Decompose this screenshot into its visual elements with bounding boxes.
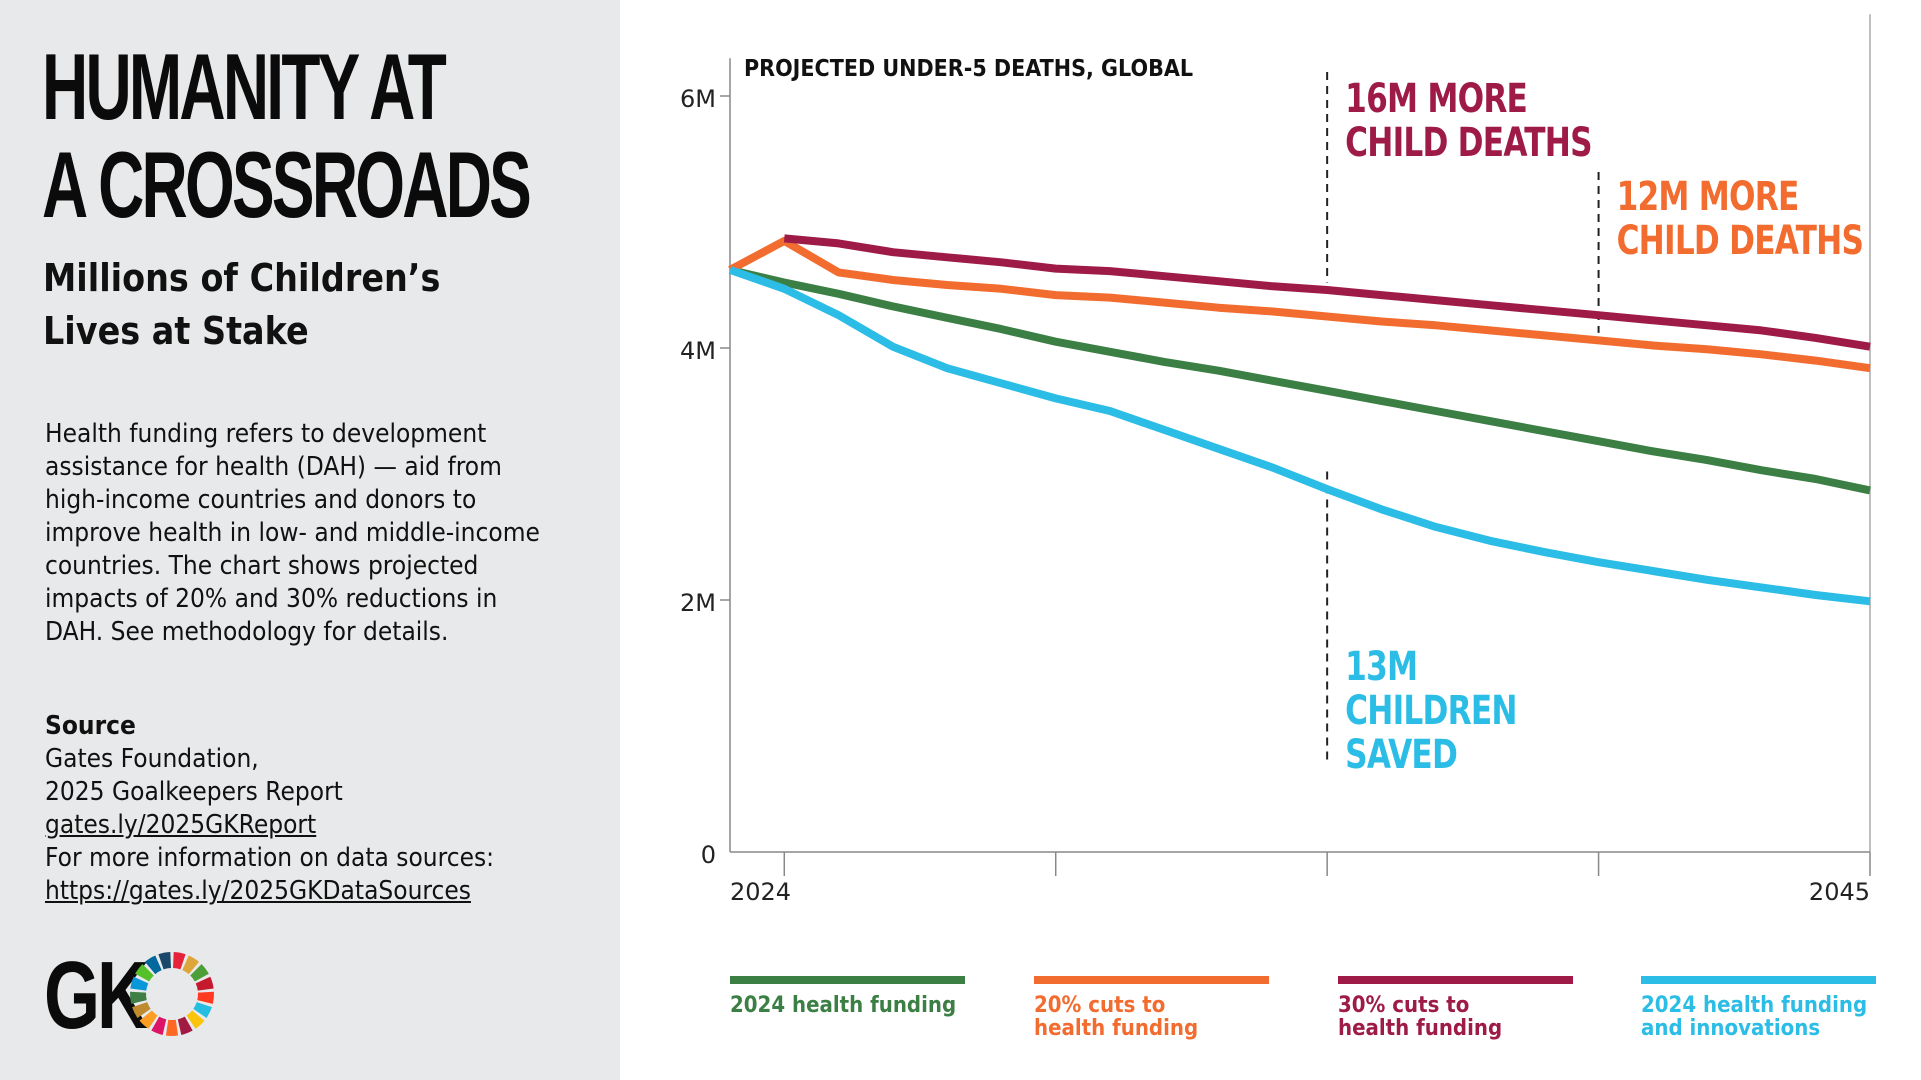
- series-line: [728, 266, 1871, 606]
- sdg-wheel-segment: [130, 976, 149, 991]
- legend-label: 30% cuts to health funding: [1338, 994, 1550, 1040]
- legend-label-line: 2024 health funding: [730, 993, 957, 1018]
- sdg-wheel-segment: [144, 955, 162, 975]
- y-tick-label: 4M: [680, 337, 716, 365]
- y-tick-label: 6M: [680, 85, 716, 113]
- sdg-wheel-segment: [173, 952, 186, 970]
- sdg-wheel-icon: [130, 952, 214, 1036]
- description-line: countries. The chart shows projected: [45, 551, 479, 581]
- sdg-wheel-segment: [177, 1016, 193, 1035]
- annotation-text: SAVED: [1345, 732, 1457, 778]
- annotation-text: 12M MORE: [1617, 174, 1799, 220]
- sdg-wheel-segment: [132, 1002, 151, 1018]
- annotation-text: CHILD DEATHS: [1617, 218, 1864, 264]
- sdg-wheel-segment: [182, 955, 200, 975]
- sdg-wheel-segment: [190, 964, 209, 982]
- annotation-text: CHILDREN: [1345, 688, 1517, 734]
- legend-item: 20% cuts to health funding: [1034, 976, 1269, 1040]
- description-line: DAH. See methodology for details.: [45, 617, 449, 647]
- sdg-wheel-segment: [130, 991, 147, 1004]
- y-tick-label: 2M: [680, 589, 716, 617]
- sdg-wheel-segment: [195, 976, 214, 991]
- source-block: Source Gates Foundation, 2025 Goalkeeper…: [45, 710, 494, 908]
- legend-swatch: [1641, 976, 1876, 984]
- legend-label-line: 20% cuts to: [1034, 993, 1166, 1018]
- legend-label: 2024 health funding: [730, 993, 957, 1018]
- legend-swatch: [1034, 976, 1269, 984]
- x-tick-label: 2045: [1809, 878, 1870, 906]
- axes: 0 2M 4M 6M 2024 2045: [680, 14, 1871, 906]
- sdg-wheel-segment: [186, 1010, 205, 1029]
- title-line-2: A CROSSROADS: [42, 132, 532, 237]
- series-line: [728, 236, 1871, 373]
- source-line: Gates Foundation,: [45, 744, 259, 774]
- description-line: Health funding refers to development: [45, 419, 487, 449]
- sdg-wheel-segment: [197, 991, 214, 1004]
- legend-label-line: and innovations: [1641, 1016, 1821, 1041]
- legend-label-line: health funding: [1034, 1016, 1199, 1041]
- annotation-text: 16M MORE: [1345, 76, 1527, 122]
- annotation-text: 13M: [1345, 644, 1417, 690]
- y-tick-label: 0: [701, 841, 716, 869]
- description: Health funding refers to development ass…: [45, 418, 549, 649]
- sdg-wheel-segment: [165, 1019, 179, 1036]
- description-line: high-income countries and donors to: [45, 485, 477, 515]
- page-title: HUMANITY AT A CROSSROADS: [42, 34, 532, 237]
- annotation-text: CHILD DEATHS: [1345, 120, 1592, 166]
- legend-label: 2024 health funding and innovations: [1641, 993, 1868, 1041]
- sdg-wheel-segment: [158, 952, 171, 970]
- description-line: impacts of 20% and 30% reductions in: [45, 584, 498, 614]
- sdg-wheel-segment: [135, 964, 154, 982]
- source-line: 2025 Goalkeepers Report: [45, 777, 343, 807]
- subtitle-line-2: Lives at Stake: [43, 309, 309, 353]
- title-line-1: HUMANITY AT: [42, 34, 447, 139]
- series-line: [783, 234, 1871, 351]
- legend-label: 20% cuts to health funding: [1034, 994, 1246, 1040]
- goalkeepers-logo: GK: [44, 948, 214, 1048]
- page-subtitle: Millions of Children’s Lives at Stake: [43, 252, 440, 358]
- chart-title: PROJECTED UNDER-5 DEATHS, GLOBAL: [744, 56, 1193, 82]
- subtitle-line-1: Millions of Children’s: [43, 256, 441, 300]
- legend-label-line: health funding: [1338, 1016, 1503, 1041]
- legend-swatch: [730, 976, 965, 984]
- series-lines: [728, 234, 1871, 606]
- legend-item: 2024 health funding and innovations: [1641, 976, 1876, 1040]
- more-info-text: For more information on data sources:: [45, 843, 495, 873]
- series-line: [729, 266, 1871, 495]
- data-sources-link[interactable]: https://gates.ly/2025GKDataSources: [45, 876, 471, 906]
- legend-item: 2024 health funding: [730, 976, 965, 1017]
- description-line: improve health in low- and middle-income: [45, 518, 540, 548]
- source-title: Source: [45, 711, 136, 741]
- legend-item: 30% cuts to health funding: [1338, 976, 1573, 1040]
- description-line: assistance for health (DAH) — aid from: [45, 452, 502, 482]
- sdg-wheel-segment: [151, 1016, 167, 1035]
- report-link[interactable]: gates.ly/2025GKReport: [45, 810, 317, 840]
- legend-swatch: [1338, 976, 1573, 984]
- sdg-wheel-segment: [139, 1010, 158, 1029]
- x-tick-label: 2024: [730, 878, 791, 906]
- legend-label-line: 30% cuts to: [1338, 993, 1470, 1018]
- legend-label-line: 2024 health funding: [1641, 993, 1868, 1018]
- sidebar-panel: HUMANITY AT A CROSSROADS Millions of Chi…: [0, 0, 620, 1080]
- sdg-wheel-segment: [193, 1002, 212, 1018]
